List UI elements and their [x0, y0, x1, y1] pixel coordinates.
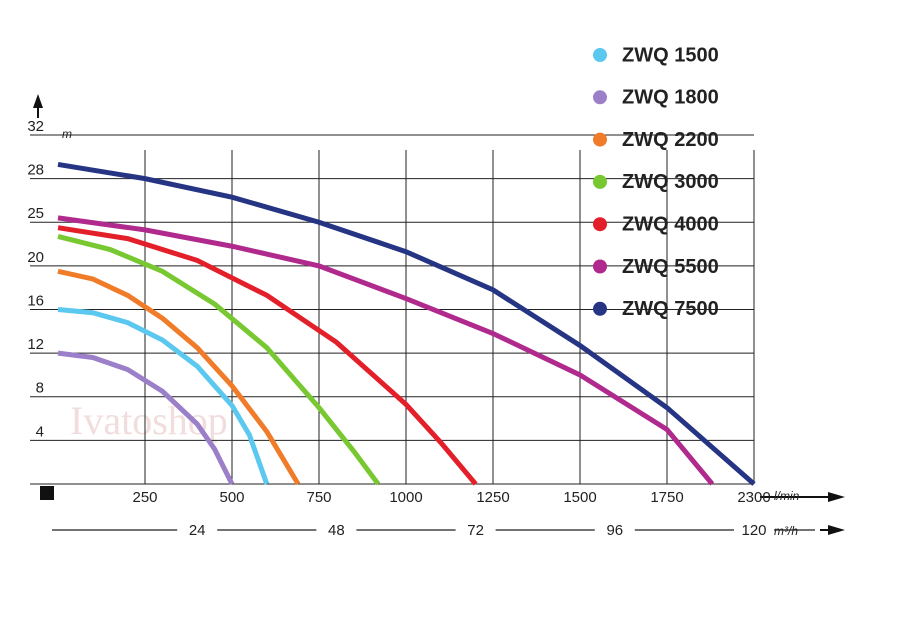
series-line — [57, 350, 235, 486]
x-tick-label: 2300 — [737, 489, 770, 506]
x-tick-label: 1500 — [563, 489, 596, 506]
x-tick-label: 1750 — [650, 489, 683, 506]
y-tick-label: 4 — [36, 423, 44, 440]
series-line — [57, 234, 381, 486]
y-tick-label: 16 — [27, 292, 44, 309]
x2-tick-label: 72 — [467, 522, 484, 539]
x2-tick-label: 120 — [741, 522, 766, 539]
series-line — [57, 161, 756, 486]
legend-marker — [593, 301, 607, 316]
y-tick-label: 25 — [27, 205, 44, 222]
series-line — [57, 268, 301, 486]
legend-marker — [593, 90, 607, 105]
series-line — [57, 215, 715, 486]
x-tick-label: 250 — [132, 489, 157, 506]
legend-label: ZWQ 3000 — [622, 171, 719, 193]
y-tick-label: 20 — [27, 249, 44, 266]
x-tick-label: 1250 — [476, 489, 509, 506]
legend-label: ZWQ 2200 — [622, 129, 719, 151]
series-line — [57, 225, 478, 486]
axis-arrows — [33, 94, 845, 535]
x-axis-unit: l/min — [774, 489, 800, 503]
x2-axis-unit: m³/h — [774, 524, 798, 538]
y-tick-label: 32 — [27, 118, 44, 135]
legend-marker — [593, 48, 607, 62]
legend-marker — [593, 132, 607, 147]
y-tick-label: 12 — [27, 336, 44, 353]
x-tick-label: 750 — [306, 489, 331, 506]
y-tick-label: 28 — [27, 162, 44, 179]
legend-label: ZWQ 4000 — [622, 213, 719, 235]
legend-marker — [593, 217, 607, 232]
x-tick-label: 500 — [219, 489, 244, 506]
x2-tick-label: 96 — [606, 522, 623, 539]
x2-tick-label: 24 — [189, 522, 206, 539]
legend-label: ZWQ 1500 — [622, 44, 719, 66]
y-tick-label: 8 — [36, 380, 44, 397]
legend-marker — [593, 174, 607, 189]
y-axis-unit: m — [62, 127, 72, 141]
watermark: Ivatoshop — [70, 398, 228, 443]
legend-label: ZWQ 1800 — [622, 87, 719, 109]
legend-label: ZWQ 5500 — [622, 256, 719, 278]
x2-tick-label: 48 — [328, 522, 345, 539]
legend-label: ZWQ 7500 — [622, 298, 719, 320]
series-line — [57, 307, 270, 485]
x-tick-label: 1000 — [389, 489, 422, 506]
legend-marker — [593, 259, 607, 274]
